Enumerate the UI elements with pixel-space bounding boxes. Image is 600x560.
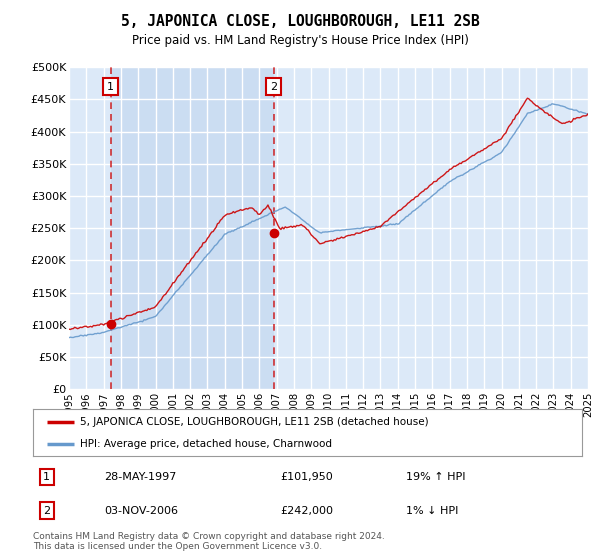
Text: HPI: Average price, detached house, Charnwood: HPI: Average price, detached house, Char… xyxy=(80,438,332,449)
Text: 1: 1 xyxy=(107,82,114,91)
Text: 5, JAPONICA CLOSE, LOUGHBOROUGH, LE11 2SB: 5, JAPONICA CLOSE, LOUGHBOROUGH, LE11 2S… xyxy=(121,14,479,29)
Text: £101,950: £101,950 xyxy=(280,472,333,482)
Text: 03-NOV-2006: 03-NOV-2006 xyxy=(104,506,178,516)
Text: Price paid vs. HM Land Registry's House Price Index (HPI): Price paid vs. HM Land Registry's House … xyxy=(131,34,469,46)
Text: 2: 2 xyxy=(270,82,277,91)
Text: 1: 1 xyxy=(43,472,50,482)
Text: 5, JAPONICA CLOSE, LOUGHBOROUGH, LE11 2SB (detached house): 5, JAPONICA CLOSE, LOUGHBOROUGH, LE11 2S… xyxy=(80,417,428,427)
Text: Contains HM Land Registry data © Crown copyright and database right 2024.
This d: Contains HM Land Registry data © Crown c… xyxy=(33,532,385,552)
Text: 28-MAY-1997: 28-MAY-1997 xyxy=(104,472,177,482)
Text: £242,000: £242,000 xyxy=(280,506,333,516)
Bar xyxy=(110,67,274,389)
Text: 2: 2 xyxy=(43,506,50,516)
Text: 1% ↓ HPI: 1% ↓ HPI xyxy=(406,506,458,516)
Text: 19% ↑ HPI: 19% ↑ HPI xyxy=(406,472,466,482)
